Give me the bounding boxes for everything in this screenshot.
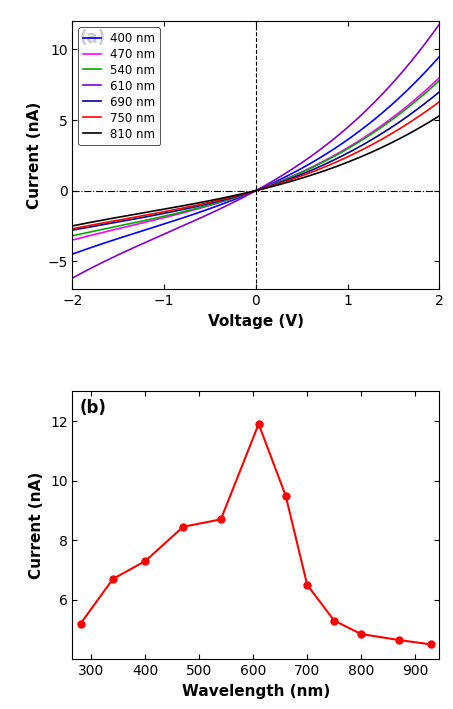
470 nm	[437, 74, 442, 82]
Line: 470 nm: 470 nm	[72, 78, 439, 240]
Legend: 400 nm, 470 nm, 540 nm, 610 nm, 690 nm, 750 nm, 810 nm: 400 nm, 470 nm, 540 nm, 610 nm, 690 nm, …	[78, 27, 160, 145]
610 nm	[215, 206, 221, 214]
400 nm	[335, 143, 340, 151]
400 nm	[215, 201, 221, 210]
540 nm	[114, 222, 119, 230]
610 nm	[189, 218, 195, 226]
540 nm	[437, 77, 442, 85]
750 nm	[114, 216, 119, 225]
470 nm	[337, 148, 342, 157]
Text: (a): (a)	[80, 29, 106, 48]
540 nm	[335, 150, 340, 159]
690 nm	[335, 154, 340, 162]
750 nm	[337, 157, 342, 165]
810 nm	[337, 161, 342, 169]
Y-axis label: Current (nA): Current (nA)	[29, 471, 44, 579]
810 nm	[189, 200, 195, 208]
810 nm	[70, 222, 75, 230]
690 nm	[70, 226, 75, 235]
Line: 750 nm: 750 nm	[72, 101, 439, 229]
610 nm	[335, 132, 340, 140]
540 nm	[70, 232, 75, 240]
810 nm	[301, 174, 306, 182]
690 nm	[301, 169, 306, 178]
470 nm	[70, 235, 75, 244]
690 nm	[114, 218, 119, 226]
400 nm	[70, 250, 75, 258]
Line: 810 nm: 810 nm	[72, 116, 439, 226]
470 nm	[301, 167, 306, 175]
400 nm	[301, 163, 306, 172]
Line: 610 nm: 610 nm	[72, 24, 439, 278]
400 nm	[337, 141, 342, 150]
470 nm	[189, 206, 195, 215]
X-axis label: Voltage (V): Voltage (V)	[208, 314, 304, 329]
Line: 400 nm: 400 nm	[72, 57, 439, 254]
690 nm	[215, 197, 221, 206]
610 nm	[337, 130, 342, 139]
400 nm	[114, 235, 119, 243]
X-axis label: Wavelength (nm): Wavelength (nm)	[182, 683, 330, 699]
810 nm	[215, 195, 221, 203]
690 nm	[437, 88, 442, 96]
810 nm	[114, 213, 119, 222]
400 nm	[189, 211, 195, 219]
610 nm	[114, 252, 119, 260]
810 nm	[335, 162, 340, 170]
540 nm	[189, 206, 195, 214]
750 nm	[301, 171, 306, 179]
750 nm	[70, 225, 75, 233]
540 nm	[215, 199, 221, 207]
750 nm	[215, 196, 221, 205]
Line: 690 nm: 690 nm	[72, 92, 439, 230]
610 nm	[70, 274, 75, 282]
610 nm	[437, 20, 442, 28]
470 nm	[335, 150, 340, 158]
470 nm	[215, 199, 221, 208]
810 nm	[437, 111, 442, 120]
540 nm	[337, 150, 342, 158]
Y-axis label: Current (nA): Current (nA)	[27, 101, 42, 209]
750 nm	[335, 157, 340, 166]
750 nm	[437, 97, 442, 106]
610 nm	[301, 157, 306, 166]
750 nm	[189, 202, 195, 211]
470 nm	[114, 225, 119, 233]
Line: 540 nm: 540 nm	[72, 81, 439, 236]
400 nm	[437, 52, 442, 61]
690 nm	[189, 203, 195, 212]
Text: (b): (b)	[80, 399, 107, 418]
540 nm	[301, 167, 306, 176]
690 nm	[337, 153, 342, 162]
